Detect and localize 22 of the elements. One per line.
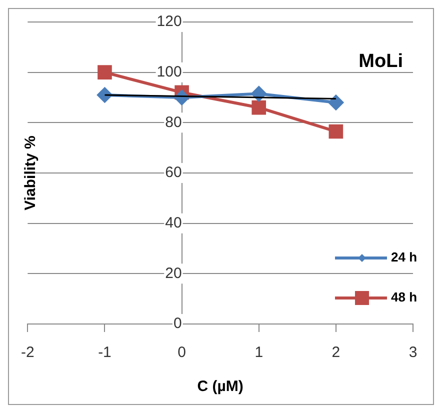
point [328, 124, 344, 139]
x-tick-label: -2 [20, 344, 34, 362]
point [98, 65, 112, 80]
text: MoLi [358, 51, 403, 72]
y-tick-label: 100 [156, 63, 182, 80]
x-tick-label: 2 [332, 344, 340, 362]
y-axis-title: Viability % [22, 136, 40, 210]
point [328, 95, 344, 110]
y-tick-label: 80 [165, 114, 182, 131]
y-tick-label: 20 [165, 264, 182, 282]
y-tick-label: 120 [156, 13, 182, 30]
point [251, 86, 266, 102]
x-tick-label: 3 [408, 344, 418, 362]
legend-label: 48 h [391, 290, 418, 305]
y-tick-label: 0 [173, 315, 182, 332]
legend-label: 24 h [391, 250, 418, 265]
point [252, 100, 266, 115]
x-axis-title: C (µM) [197, 378, 244, 396]
x-tick-label: -1 [98, 344, 112, 362]
x-tick-label: 1 [254, 344, 264, 362]
y-tick-label: 40 [165, 214, 182, 232]
y-tick-label: 60 [165, 164, 182, 182]
